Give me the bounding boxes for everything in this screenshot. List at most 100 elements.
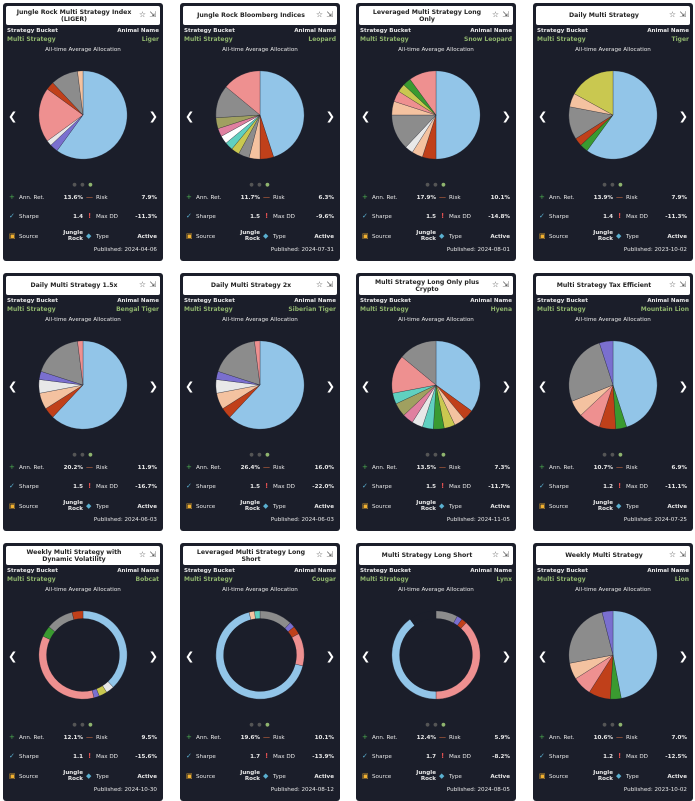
strategy-card[interactable]: Multi Strategy Long Only plus Crypto ☆ ⇲… xyxy=(356,273,516,531)
pie-slice[interactable] xyxy=(291,633,305,667)
star-icon[interactable]: ☆ xyxy=(668,280,676,289)
star-icon[interactable]: ☆ xyxy=(315,550,323,559)
pie-slice[interactable] xyxy=(40,341,84,386)
pin-icon[interactable]: ⇲ xyxy=(326,280,333,289)
next-chevron-icon[interactable]: ❯ xyxy=(148,380,158,393)
pie-slice[interactable] xyxy=(435,610,458,624)
prev-chevron-icon[interactable]: ❮ xyxy=(8,110,18,123)
pie-slice[interactable] xyxy=(52,340,128,430)
pie-slice[interactable] xyxy=(38,636,95,700)
pin-icon[interactable]: ⇲ xyxy=(502,550,509,559)
carousel-dots[interactable]: ● ● ● xyxy=(602,452,624,458)
pie-slice[interactable] xyxy=(229,340,305,430)
pie-slice[interactable] xyxy=(77,70,84,116)
next-chevron-icon[interactable]: ❯ xyxy=(148,110,158,123)
strategy-card[interactable]: Jungle Rock Multi Strategy Index (LIGER)… xyxy=(3,3,163,261)
strategy-card[interactable]: Multi Strategy Long Short ☆ ⇲ Strategy B… xyxy=(356,543,516,801)
prev-chevron-icon[interactable]: ❮ xyxy=(361,380,371,393)
next-chevron-icon[interactable]: ❯ xyxy=(325,380,335,393)
next-chevron-icon[interactable]: ❯ xyxy=(678,110,688,123)
carousel-dots[interactable]: ● ● ● xyxy=(72,182,94,188)
star-icon[interactable]: ☆ xyxy=(315,10,323,19)
next-chevron-icon[interactable]: ❯ xyxy=(678,650,688,663)
prev-chevron-icon[interactable]: ❮ xyxy=(361,650,371,663)
strategy-card[interactable]: Weekly Multi Strategy ☆ ⇲ Strategy Bucke… xyxy=(533,543,693,801)
pie-slice[interactable] xyxy=(259,70,305,158)
pie-slice[interactable] xyxy=(217,341,261,386)
pin-icon[interactable]: ⇲ xyxy=(679,550,686,559)
pie-slice[interactable] xyxy=(435,70,481,160)
pie-slice[interactable] xyxy=(568,342,614,402)
pie-slice[interactable] xyxy=(254,340,261,386)
carousel-dots[interactable]: ● ● ● xyxy=(602,182,624,188)
prev-chevron-icon[interactable]: ❮ xyxy=(538,380,548,393)
star-icon[interactable]: ☆ xyxy=(668,550,676,559)
next-chevron-icon[interactable]: ❯ xyxy=(501,650,511,663)
prev-chevron-icon[interactable]: ❮ xyxy=(185,380,195,393)
next-chevron-icon[interactable]: ❯ xyxy=(678,380,688,393)
carousel-dots[interactable]: ● ● ● xyxy=(72,722,94,728)
pie-slice[interactable] xyxy=(225,70,261,116)
pie-slice[interactable] xyxy=(435,622,481,700)
pie-slice[interactable] xyxy=(391,619,437,700)
pin-icon[interactable]: ⇲ xyxy=(502,280,509,289)
strategy-card[interactable]: Daily Multi Strategy 2x ☆ ⇲ Strategy Buc… xyxy=(180,273,340,531)
pie-slice[interactable] xyxy=(71,610,84,620)
carousel-dots[interactable]: ● ● ● xyxy=(72,452,94,458)
pin-icon[interactable]: ⇲ xyxy=(149,10,156,19)
pie-slice[interactable] xyxy=(48,612,75,632)
next-chevron-icon[interactable]: ❯ xyxy=(501,380,511,393)
pin-icon[interactable]: ⇲ xyxy=(679,10,686,19)
carousel-dots[interactable]: ● ● ● xyxy=(602,722,624,728)
prev-chevron-icon[interactable]: ❮ xyxy=(185,650,195,663)
carousel-dots[interactable]: ● ● ● xyxy=(425,182,447,188)
star-icon[interactable]: ☆ xyxy=(491,10,499,19)
pie-slice[interactable] xyxy=(612,610,658,699)
pin-icon[interactable]: ⇲ xyxy=(502,10,509,19)
strategy-card[interactable]: Weekly Multi Strategy with Dynamic Volat… xyxy=(3,543,163,801)
prev-chevron-icon[interactable]: ❮ xyxy=(538,650,548,663)
pin-icon[interactable]: ⇲ xyxy=(326,10,333,19)
next-chevron-icon[interactable]: ❯ xyxy=(148,650,158,663)
pie-slice[interactable] xyxy=(82,610,128,688)
strategy-card[interactable]: Leveraged Multi Strategy Long Only ☆ ⇲ S… xyxy=(356,3,516,261)
pie-slice[interactable] xyxy=(612,340,658,428)
pie-slice[interactable] xyxy=(568,612,614,664)
next-chevron-icon[interactable]: ❯ xyxy=(325,110,335,123)
star-icon[interactable]: ☆ xyxy=(138,280,146,289)
pie-slice[interactable] xyxy=(38,88,84,142)
prev-chevron-icon[interactable]: ❮ xyxy=(8,380,18,393)
pin-icon[interactable]: ⇲ xyxy=(149,280,156,289)
carousel-dots[interactable]: ● ● ● xyxy=(425,722,447,728)
strategy-card[interactable]: Leveraged Multi Strategy Long Short ☆ ⇲ … xyxy=(180,543,340,801)
strategy-card[interactable]: Daily Multi Strategy ☆ ⇲ Strategy Bucket… xyxy=(533,3,693,261)
star-icon[interactable]: ☆ xyxy=(668,10,676,19)
pie-slice[interactable] xyxy=(409,70,437,116)
pie-slice[interactable] xyxy=(435,340,481,412)
pie-slice[interactable] xyxy=(599,340,614,386)
pin-icon[interactable]: ⇲ xyxy=(326,550,333,559)
star-icon[interactable]: ☆ xyxy=(138,10,146,19)
strategy-card[interactable]: Jungle Rock Bloomberg Indices ☆ ⇲ Strate… xyxy=(180,3,340,261)
pie-slice[interactable] xyxy=(77,340,84,386)
pie-slice[interactable] xyxy=(586,70,658,160)
star-icon[interactable]: ☆ xyxy=(491,550,499,559)
pin-icon[interactable]: ⇲ xyxy=(149,550,156,559)
pie-slice[interactable] xyxy=(259,610,291,629)
pie-slice[interactable] xyxy=(409,610,437,626)
star-icon[interactable]: ☆ xyxy=(315,280,323,289)
carousel-dots[interactable]: ● ● ● xyxy=(249,182,271,188)
pie-slice[interactable] xyxy=(601,610,614,656)
carousel-dots[interactable]: ● ● ● xyxy=(425,452,447,458)
pie-slice[interactable] xyxy=(401,340,437,386)
prev-chevron-icon[interactable]: ❮ xyxy=(538,110,548,123)
pie-slice[interactable] xyxy=(254,610,261,619)
pin-icon[interactable]: ⇲ xyxy=(679,280,686,289)
carousel-dots[interactable]: ● ● ● xyxy=(249,452,271,458)
pie-slice[interactable] xyxy=(56,70,128,160)
pie-slice[interactable] xyxy=(574,70,614,116)
strategy-card[interactable]: Daily Multi Strategy 1.5x ☆ ⇲ Strategy B… xyxy=(3,273,163,531)
prev-chevron-icon[interactable]: ❮ xyxy=(361,110,371,123)
strategy-card[interactable]: Multi Strategy Tax Efficient ☆ ⇲ Strateg… xyxy=(533,273,693,531)
next-chevron-icon[interactable]: ❯ xyxy=(325,650,335,663)
